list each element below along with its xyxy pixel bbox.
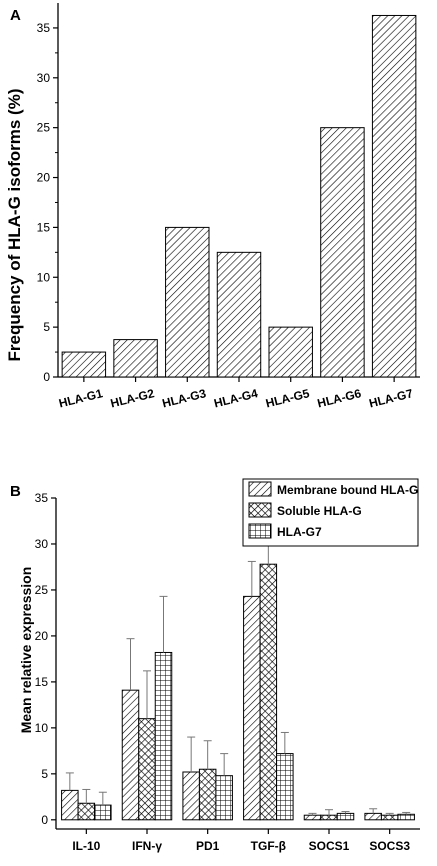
panel-a-y-axis-label: Frequency of HLA-G isoforms (%)	[5, 89, 24, 362]
bar-pd1-series-2	[215, 775, 233, 821]
panel-b-x-tick-label: TGF-β	[251, 839, 286, 853]
bar-hla-g2	[113, 339, 158, 378]
legend-label-soluble: Soluble HLA-G	[277, 504, 362, 518]
panel-b-y-tick-label: 15	[35, 675, 49, 689]
panel-b-y-tick-label: 20	[35, 629, 49, 643]
panel-a-x-tick-labels: HLA-G1 HLA-G2 HLA-G3 HLA-G4 HLA-G5 HLA-G6 HLA-…	[57, 377, 415, 411]
legend-swatch-membrane-bound	[248, 481, 272, 497]
panel-a-y-tick-label: 35	[37, 21, 51, 35]
bar-hla-g6	[320, 127, 365, 378]
panel-a-x-tick-label: HLA-G6	[316, 386, 363, 410]
bar-ifn-γ-series-0	[121, 689, 140, 821]
bar-il-10-series-1	[77, 802, 96, 821]
bar-socs3-series-0	[364, 812, 382, 821]
panel-b-legend: Membrane bound HLA-G Soluble HLA-G HLA-G…	[242, 478, 419, 547]
panel-a-y-tick-label: 20	[37, 171, 51, 185]
panel-a-y-tick-label: 10	[37, 270, 51, 284]
panel-a: A Frequency of HLA-G isoforms (%) 0 5 10 15…	[5, 3, 420, 411]
panel-a-label: A	[10, 7, 21, 24]
bar-socs3-series-1	[380, 814, 399, 821]
bar-il-10-series-2	[94, 804, 112, 821]
panel-b-error-bars	[65, 525, 411, 816]
bar-ifn-γ-series-1	[138, 718, 156, 821]
bar-socs1-series-0	[303, 814, 322, 821]
bar-ifn-γ-series-2	[154, 651, 173, 821]
panel-a-x-tick-label: HLA-G7	[368, 386, 415, 410]
panel-b-x-tick-label: PD1	[196, 839, 220, 853]
bar-hla-g5	[268, 326, 313, 378]
panel-a-x-tick-label: HLA-G4	[212, 386, 259, 410]
bar-tgf-β-series-2	[276, 753, 294, 821]
panel-b-y-tick-label: 0	[41, 813, 48, 827]
panel-a-y-tick-label: 15	[37, 220, 51, 234]
panel-a-y-tick-label: 0	[43, 370, 50, 384]
panel-b-y-ticks: 0 5 10 15 20 25 30 35	[35, 491, 56, 827]
bar-hla-g7	[371, 14, 417, 378]
bar-tgf-β-series-0	[243, 595, 261, 821]
panel-a-x-tick-label: HLA-G3	[161, 386, 208, 410]
bar-hla-g3	[165, 226, 210, 378]
panel-b-x-tick-label: SOCS3	[369, 839, 410, 853]
bar-hla-g1	[61, 351, 107, 378]
bar-pd1-series-1	[198, 768, 217, 821]
panel-b-y-tick-label: 30	[35, 537, 49, 551]
panel-a-x-tick-label: HLA-G1	[57, 386, 104, 410]
panel-a-x-tick-label: HLA-G5	[264, 386, 311, 410]
legend-swatch-soluble	[248, 502, 272, 518]
bar-tgf-β-series-1	[259, 563, 278, 821]
panel-b-y-tick-label: 25	[35, 583, 49, 597]
panel-b-y-tick-label: 35	[35, 491, 49, 505]
bar-pd1-series-0	[182, 771, 200, 821]
panel-b-y-tick-label: 5	[41, 767, 48, 781]
panel-b: B Mean relative expression 0 5 10 15 20 25 30 3…	[10, 478, 420, 853]
bar-socs1-series-1	[320, 814, 338, 821]
panel-b-x-tick-label: SOCS1	[309, 839, 350, 853]
bar-socs1-series-2	[336, 812, 355, 821]
legend-label-hla-g7: HLA-G7	[277, 525, 322, 539]
legend-swatch-hla-g7	[248, 523, 272, 539]
legend-label-membrane-bound: Membrane bound HLA-G	[277, 483, 418, 497]
panel-a-y-tick-label: 5	[43, 320, 50, 334]
panel-b-x-tick-labels: IL-10 IFN-γ PD1 TGF-β SOCS1 SOCS3	[72, 829, 410, 853]
bar-hla-g4	[216, 251, 262, 378]
panel-a-x-tick-label: HLA-G2	[109, 386, 156, 410]
panel-b-bars	[61, 563, 415, 821]
panel-a-y-tick-label: 30	[37, 71, 51, 85]
panel-b-label: B	[10, 483, 21, 500]
panel-a-bars	[61, 14, 417, 378]
bar-socs3-series-2	[397, 813, 415, 821]
panel-a-y-tick-label: 25	[37, 121, 51, 135]
panel-b-y-axis-label: Mean relative expression	[18, 567, 34, 734]
panel-b-x-tick-label: IFN-γ	[132, 839, 162, 853]
bar-il-10-series-0	[61, 789, 79, 821]
panel-b-y-tick-label: 10	[35, 721, 49, 735]
panel-a-y-ticks: 0 5 10 15 20 25 30 35	[37, 21, 58, 384]
panel-b-x-tick-label: IL-10	[72, 839, 100, 853]
